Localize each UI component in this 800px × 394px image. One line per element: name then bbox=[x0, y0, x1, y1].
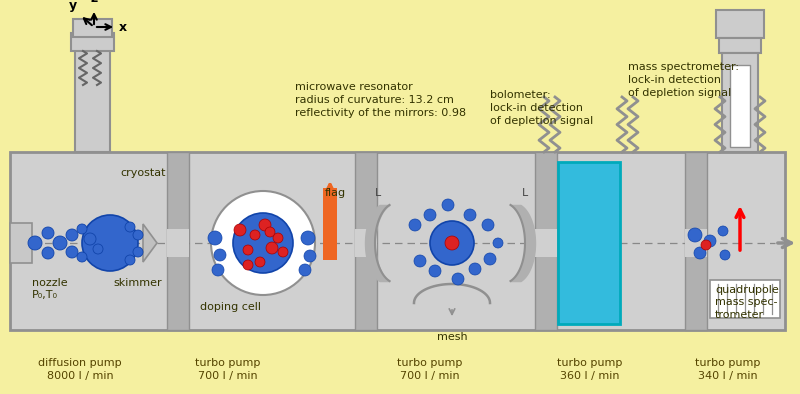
Circle shape bbox=[234, 224, 246, 236]
Circle shape bbox=[301, 231, 315, 245]
Circle shape bbox=[84, 233, 96, 245]
Text: turbo pump
700 l / min: turbo pump 700 l / min bbox=[398, 358, 462, 381]
Circle shape bbox=[464, 209, 476, 221]
Circle shape bbox=[255, 257, 265, 267]
Circle shape bbox=[409, 219, 421, 231]
Bar bbox=[167, 152, 189, 330]
Bar bbox=[535, 229, 557, 257]
Circle shape bbox=[304, 250, 316, 262]
Circle shape bbox=[484, 253, 496, 265]
Circle shape bbox=[445, 236, 459, 250]
Bar bbox=[685, 229, 707, 257]
Circle shape bbox=[53, 236, 67, 250]
Circle shape bbox=[259, 219, 271, 231]
Text: turbo pump
340 l / min: turbo pump 340 l / min bbox=[695, 358, 761, 381]
Circle shape bbox=[278, 247, 288, 257]
Circle shape bbox=[694, 247, 706, 259]
Circle shape bbox=[212, 264, 224, 276]
Circle shape bbox=[424, 209, 436, 221]
Circle shape bbox=[265, 227, 275, 237]
Circle shape bbox=[133, 247, 143, 257]
Bar bbox=[355, 229, 377, 257]
Bar bbox=[535, 152, 557, 330]
Bar bbox=[10, 223, 32, 263]
Circle shape bbox=[77, 252, 87, 262]
Bar bbox=[75, 45, 110, 152]
Circle shape bbox=[429, 265, 441, 277]
Circle shape bbox=[243, 245, 253, 255]
Circle shape bbox=[28, 236, 42, 250]
Circle shape bbox=[430, 221, 474, 265]
Circle shape bbox=[211, 191, 315, 295]
Bar bbox=[558, 162, 620, 324]
Circle shape bbox=[718, 226, 728, 236]
Text: mass spectrometer:
lock-in detection
of depletion signal: mass spectrometer: lock-in detection of … bbox=[628, 62, 739, 98]
Text: quadrupole
mass spec-
trometer: quadrupole mass spec- trometer bbox=[715, 285, 778, 320]
Circle shape bbox=[704, 235, 716, 247]
Bar bbox=[73, 19, 112, 37]
Text: L: L bbox=[375, 188, 381, 198]
Circle shape bbox=[266, 242, 278, 254]
Circle shape bbox=[233, 213, 293, 273]
Bar bbox=[710, 280, 780, 318]
Circle shape bbox=[125, 222, 135, 232]
Bar bbox=[719, 38, 761, 53]
Circle shape bbox=[469, 263, 481, 275]
Circle shape bbox=[482, 219, 494, 231]
Text: skimmer: skimmer bbox=[114, 278, 162, 288]
Text: L: L bbox=[522, 188, 528, 198]
Text: x: x bbox=[119, 20, 127, 33]
Circle shape bbox=[273, 233, 283, 243]
Text: bolometer:
lock-in detection
of depletion signal: bolometer: lock-in detection of depletio… bbox=[490, 90, 594, 126]
Text: diffusion pump
8000 l / min: diffusion pump 8000 l / min bbox=[38, 358, 122, 381]
Circle shape bbox=[93, 244, 103, 254]
Circle shape bbox=[720, 250, 730, 260]
Bar bbox=[323, 188, 337, 260]
Circle shape bbox=[493, 238, 503, 248]
Bar bbox=[716, 10, 764, 38]
Circle shape bbox=[243, 260, 253, 270]
Circle shape bbox=[214, 249, 226, 261]
Circle shape bbox=[299, 264, 311, 276]
Bar bbox=[685, 152, 707, 330]
Bar bbox=[355, 152, 377, 330]
Circle shape bbox=[82, 215, 138, 271]
Circle shape bbox=[125, 255, 135, 265]
Circle shape bbox=[77, 224, 87, 234]
Text: nozzle
P₀,T₀: nozzle P₀,T₀ bbox=[32, 278, 68, 300]
Text: cryostat: cryostat bbox=[120, 168, 166, 178]
Text: flag: flag bbox=[325, 188, 346, 198]
Polygon shape bbox=[143, 224, 157, 262]
Text: doping cell: doping cell bbox=[199, 302, 261, 312]
Circle shape bbox=[66, 229, 78, 241]
Text: microwave resonator
radius of curvature: 13.2 cm
reflectivity of the mirrors: 0.: microwave resonator radius of curvature:… bbox=[295, 82, 466, 119]
Circle shape bbox=[66, 246, 78, 258]
Bar bbox=[730, 65, 750, 147]
Bar bbox=[71, 33, 114, 51]
Bar bbox=[167, 229, 189, 257]
Bar bbox=[722, 53, 758, 152]
Circle shape bbox=[42, 227, 54, 239]
Bar bbox=[10, 152, 785, 330]
Circle shape bbox=[442, 199, 454, 211]
Circle shape bbox=[452, 273, 464, 285]
Circle shape bbox=[414, 255, 426, 267]
Text: turbo pump
360 l / min: turbo pump 360 l / min bbox=[558, 358, 622, 381]
Circle shape bbox=[250, 230, 260, 240]
Circle shape bbox=[133, 230, 143, 240]
Text: z: z bbox=[90, 0, 98, 5]
Text: y: y bbox=[69, 0, 77, 12]
Circle shape bbox=[688, 228, 702, 242]
Circle shape bbox=[42, 247, 54, 259]
Text: mesh: mesh bbox=[437, 332, 467, 342]
Text: turbo pump
700 l / min: turbo pump 700 l / min bbox=[195, 358, 261, 381]
Circle shape bbox=[701, 240, 711, 250]
Circle shape bbox=[208, 231, 222, 245]
